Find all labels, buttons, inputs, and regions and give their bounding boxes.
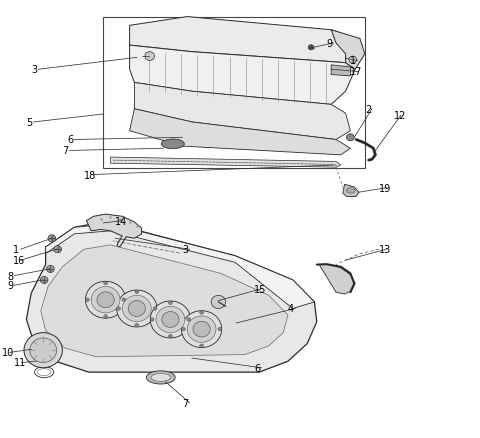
Text: 1: 1 [13,245,20,254]
Circle shape [97,292,114,308]
Circle shape [187,318,191,321]
Polygon shape [331,66,350,77]
Polygon shape [134,83,350,140]
Circle shape [193,321,210,337]
Circle shape [150,318,154,321]
Polygon shape [130,18,355,64]
Circle shape [104,315,108,318]
Circle shape [117,307,120,311]
Text: 18: 18 [84,170,96,180]
Circle shape [117,290,157,327]
Circle shape [40,277,48,284]
Polygon shape [41,245,288,357]
Circle shape [122,296,151,322]
Text: 17: 17 [350,67,363,77]
Circle shape [85,282,126,318]
Circle shape [24,333,62,368]
Circle shape [181,311,222,348]
Circle shape [150,301,191,338]
Circle shape [181,328,185,331]
Circle shape [122,298,126,302]
Polygon shape [110,158,341,168]
Text: 2: 2 [365,105,371,114]
Polygon shape [86,215,142,239]
Circle shape [30,338,57,363]
Polygon shape [26,224,317,372]
Text: 6: 6 [67,135,73,145]
Polygon shape [46,224,314,309]
Text: 6: 6 [254,363,261,373]
Circle shape [104,282,108,285]
Text: 8: 8 [7,271,13,281]
Circle shape [349,57,357,64]
Circle shape [48,235,56,242]
Text: 7: 7 [182,398,189,408]
Text: 9: 9 [326,39,333,49]
Polygon shape [130,110,350,155]
Circle shape [85,298,89,302]
Circle shape [54,246,61,253]
Circle shape [200,311,204,314]
Polygon shape [130,46,355,105]
Ellipse shape [347,188,355,194]
Ellipse shape [151,374,170,381]
Polygon shape [331,31,365,70]
Circle shape [187,316,216,343]
Text: 5: 5 [26,118,33,127]
Circle shape [135,324,139,327]
Text: 7: 7 [62,146,69,156]
Circle shape [145,53,155,61]
Circle shape [91,287,120,313]
Circle shape [153,307,157,311]
Text: 19: 19 [379,184,392,193]
Ellipse shape [146,371,175,384]
Polygon shape [343,185,359,197]
Circle shape [168,301,172,305]
Text: 10: 10 [2,348,15,357]
Ellipse shape [161,140,184,149]
Text: 3: 3 [182,245,189,254]
Circle shape [156,307,185,333]
Circle shape [347,134,354,141]
Text: 13: 13 [379,245,392,254]
Text: 1: 1 [350,57,357,66]
Circle shape [135,290,139,294]
Circle shape [168,335,172,338]
Text: 11: 11 [14,358,27,367]
Text: 3: 3 [31,65,37,75]
Text: 14: 14 [115,216,128,226]
Circle shape [308,46,314,51]
Circle shape [162,312,179,328]
Polygon shape [319,265,355,294]
Text: 4: 4 [288,304,294,314]
Text: 12: 12 [394,111,406,121]
Circle shape [211,296,226,309]
Text: 16: 16 [13,256,26,265]
Circle shape [47,266,54,273]
Text: 15: 15 [254,284,267,294]
Circle shape [218,328,222,331]
Circle shape [200,344,204,348]
Text: 9: 9 [7,281,13,290]
Circle shape [128,301,145,317]
